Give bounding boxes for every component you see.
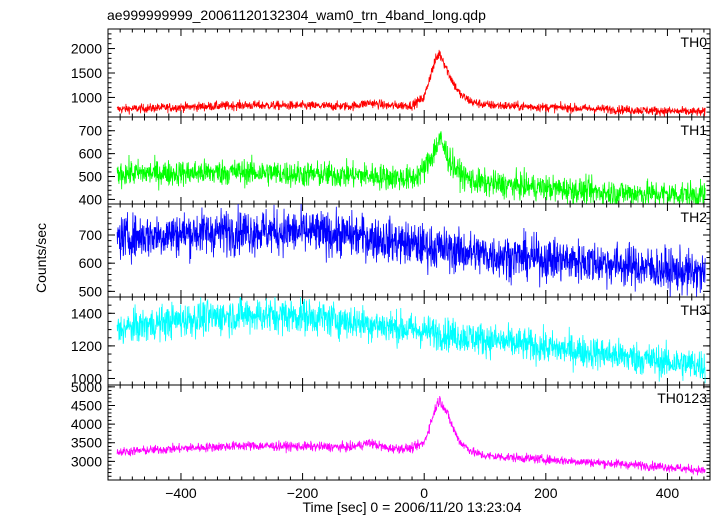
- chart-title: ae999999999_20061120132304_wam0_trn_4ban…: [107, 7, 486, 23]
- panel-th1: 400 500 600 700 TH1: [79, 116, 711, 207]
- series-line-th0: [116, 49, 706, 117]
- y-tick-label: 5000: [71, 379, 102, 395]
- panel-th0123: 3000 3500 4000 4500 5000 TH0123: [71, 379, 711, 481]
- y-tick-label: 4000: [71, 416, 102, 432]
- panel-label: TH3: [681, 302, 708, 318]
- series-line-th2: [116, 204, 706, 297]
- series-line-th1: [116, 131, 706, 204]
- y-tick-label: 3500: [71, 435, 102, 451]
- panel-th2: 500 600 700 TH2: [79, 203, 711, 299]
- panel-label: TH0: [681, 34, 708, 50]
- panel-frame: [107, 384, 711, 481]
- y-tick-label: 2000: [71, 41, 102, 57]
- y-tick-label: 3000: [71, 453, 102, 469]
- panel-th3: 1000 1200 1400 TH3: [71, 296, 711, 386]
- panel-label: TH0123: [657, 390, 707, 406]
- series-line-th0123: [116, 395, 706, 476]
- x-tick-label: −400: [165, 485, 197, 501]
- y-tick-label: 1400: [71, 305, 102, 321]
- x-axis-label: Time [sec] 0 = 2006/11/20 13:23:04: [302, 499, 521, 515]
- y-tick-label: 700: [79, 227, 103, 243]
- x-tick-label: 0: [420, 485, 428, 501]
- y-tick-label: 1000: [71, 89, 102, 105]
- panel-th0: 1000 1500 2000 TH0: [71, 28, 711, 118]
- x-tick-label: 200: [534, 485, 558, 501]
- y-tick-label: 1200: [71, 338, 102, 354]
- series-line-th3: [116, 297, 706, 384]
- y-tick-label: 600: [79, 255, 103, 271]
- panel-label: TH1: [681, 122, 708, 138]
- y-tick-label: 700: [79, 123, 103, 139]
- y-tick-label: 1000: [71, 370, 102, 386]
- y-tick-label: 500: [79, 169, 103, 185]
- y-tick-label: 500: [79, 283, 103, 299]
- x-tick-labels: −400 −200 0 200 400: [165, 485, 679, 501]
- y-tick-label: 4500: [71, 397, 102, 413]
- y-tick-label: 400: [79, 191, 103, 207]
- panel-label: TH2: [681, 209, 708, 225]
- y-tick-label: 1500: [71, 65, 102, 81]
- panels-group: 1000 1500 2000 TH0 400 500 600 700 TH1 500 600 700 T…: [71, 28, 711, 481]
- x-tick-label: −200: [287, 485, 319, 501]
- y-axis-label: Counts/sec: [33, 223, 49, 293]
- y-tick-label: 600: [79, 146, 103, 162]
- x-tick-label: 400: [656, 485, 680, 501]
